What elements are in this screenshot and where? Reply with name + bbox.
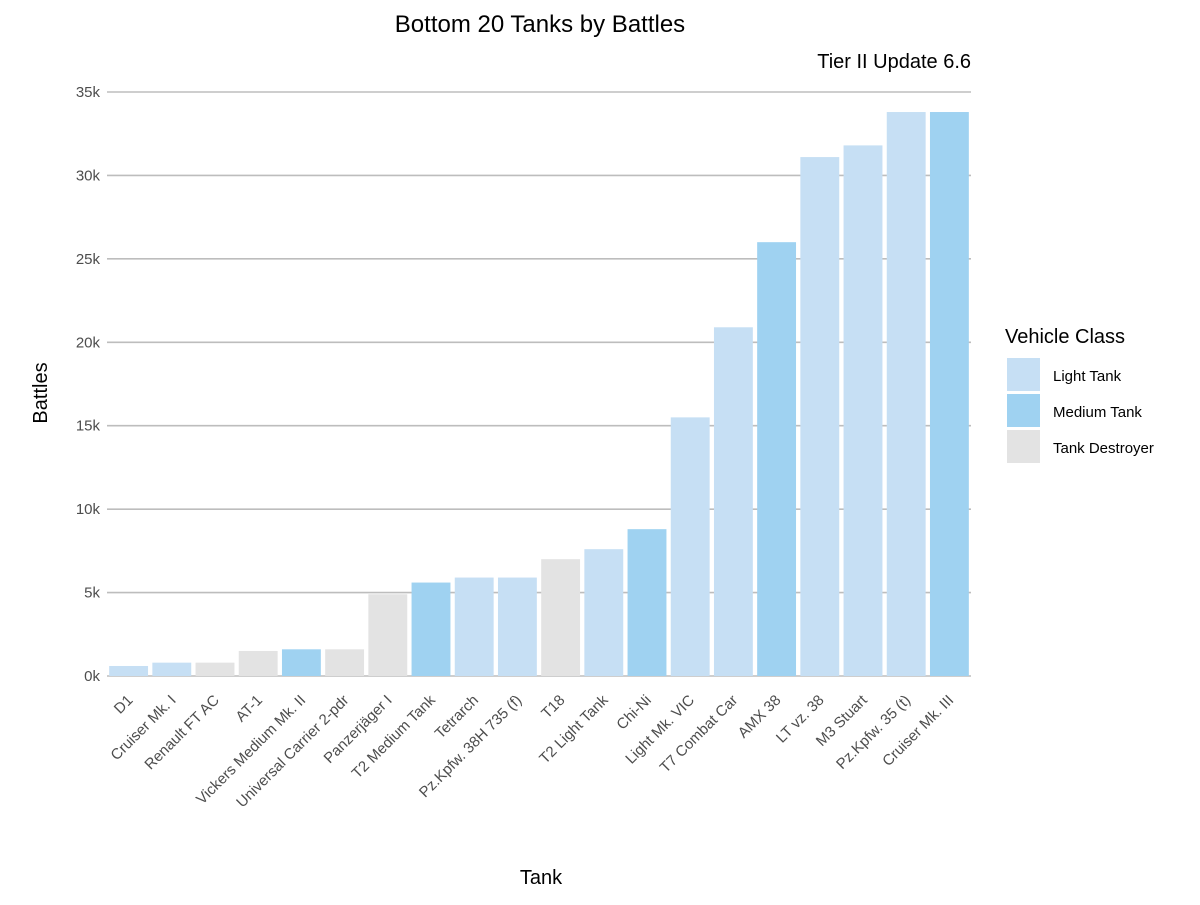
bar: [238, 650, 278, 676]
bar: [627, 529, 667, 676]
x-tick-label: Pz.Kpfw. 35 (t): [833, 692, 914, 773]
y-tick-label: 15k: [76, 418, 101, 435]
y-tick-label: 0k: [84, 668, 100, 685]
y-tick-label: 25k: [76, 251, 101, 268]
legend-title: Vehicle Class: [1005, 326, 1125, 348]
bar: [670, 417, 710, 676]
bar: [497, 577, 537, 676]
bar: [109, 665, 149, 676]
bar: [929, 112, 969, 677]
bar: [195, 662, 235, 676]
bar: [886, 112, 926, 677]
bar: [541, 559, 581, 676]
chart-subtitle: Tier II Update 6.6: [817, 51, 971, 73]
bar: [454, 577, 494, 676]
bar: [368, 594, 408, 676]
legend-swatch: [1007, 394, 1040, 427]
legend-swatch: [1007, 430, 1040, 463]
y-axis-title: Battles: [30, 362, 52, 423]
bar: [757, 242, 797, 676]
bar: [713, 327, 753, 676]
bar: [152, 662, 192, 676]
y-tick-label: 5k: [84, 585, 100, 602]
y-tick-label: 20k: [76, 334, 101, 351]
x-tick-label: T7 Combat Car: [657, 692, 742, 777]
bar: [800, 157, 840, 676]
y-tick-label: 30k: [76, 167, 101, 184]
legend-label: Tank Destroyer: [1053, 440, 1154, 457]
y-tick-label: 35k: [76, 84, 101, 101]
bar: [843, 145, 883, 676]
x-tick-label: Chi-Ni: [613, 692, 654, 733]
x-tick-label: D1: [111, 692, 137, 718]
x-tick-label: T18: [538, 692, 568, 722]
y-tick-label: 10k: [76, 501, 101, 518]
x-tick-label: Renault FT AC: [141, 692, 223, 774]
gridlines: [107, 91, 971, 677]
bar: [584, 549, 624, 676]
legend-label: Light Tank: [1053, 368, 1122, 385]
legend-items: Light Tank Medium Tank Tank Destroyer: [1007, 358, 1154, 463]
bar: [411, 582, 451, 676]
legend-swatch: [1007, 358, 1040, 391]
bar: [325, 649, 365, 676]
x-tick-label: AT-1: [232, 692, 266, 726]
chart-title: Bottom 20 Tanks by Battles: [395, 11, 685, 38]
x-axis-title: Tank: [520, 867, 563, 889]
legend: Vehicle Class Light Tank Medium Tank Tank …: [1005, 326, 1154, 463]
legend-label: Medium Tank: [1053, 404, 1142, 421]
bars: [109, 112, 969, 677]
bar: [281, 649, 321, 676]
y-axis-ticks: 0k 5k 10k 15k 20k 25k 30k 35k: [76, 84, 101, 685]
